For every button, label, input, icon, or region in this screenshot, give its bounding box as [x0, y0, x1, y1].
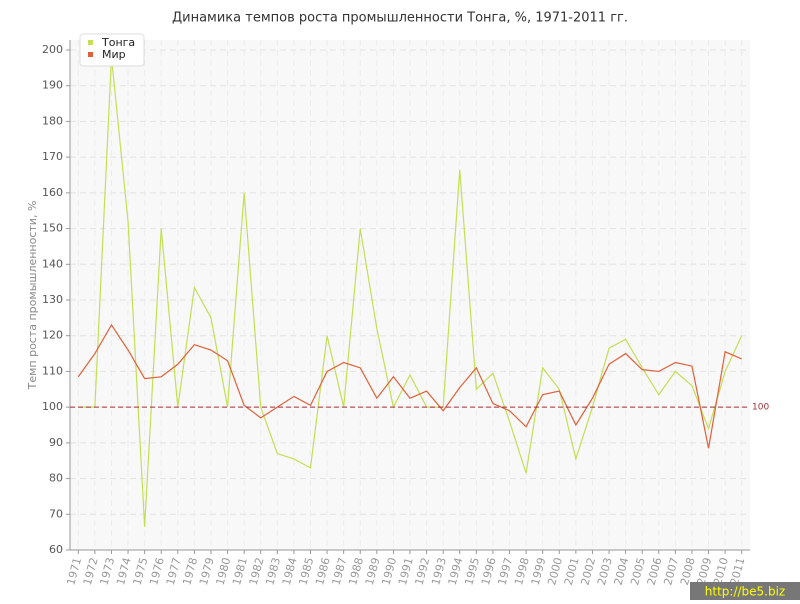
y-tick-label: 70 — [49, 507, 63, 520]
plot: 100 — [70, 57, 769, 527]
reference-label: 100 — [752, 403, 769, 413]
y-tick-label: 80 — [49, 472, 63, 485]
y-tick-label: 110 — [42, 364, 63, 377]
y-axis-title: Темп роста промышленности, % — [26, 201, 39, 391]
y-tick-label: 130 — [42, 293, 63, 306]
watermark: http://be5.biz — [705, 585, 785, 599]
y-tick-label: 200 — [42, 43, 63, 56]
y-tick-label: 100 — [42, 400, 63, 413]
series-line — [78, 57, 743, 527]
chart-title: Динамика темпов роста промышленности Тон… — [172, 11, 628, 26]
y-tick-label: 60 — [49, 543, 63, 556]
y-tick-label: 90 — [49, 436, 63, 449]
legend-box — [79, 33, 145, 67]
y-tick-label: 160 — [42, 186, 63, 199]
legend-label: Тонга — [101, 36, 135, 49]
legend-label: Мир — [102, 48, 126, 61]
y-tick-label: 150 — [42, 222, 63, 235]
series-line — [77, 323, 742, 449]
y-tick-label: 140 — [42, 257, 63, 270]
y-tick-label: 120 — [42, 329, 63, 342]
watermark-bg — [690, 582, 800, 600]
y-tick-label: 180 — [42, 114, 63, 127]
legend-swatch — [88, 52, 93, 57]
y-tick-label: 190 — [42, 79, 63, 92]
y-tick-label: 170 — [42, 150, 63, 163]
legend-swatch — [88, 40, 93, 45]
